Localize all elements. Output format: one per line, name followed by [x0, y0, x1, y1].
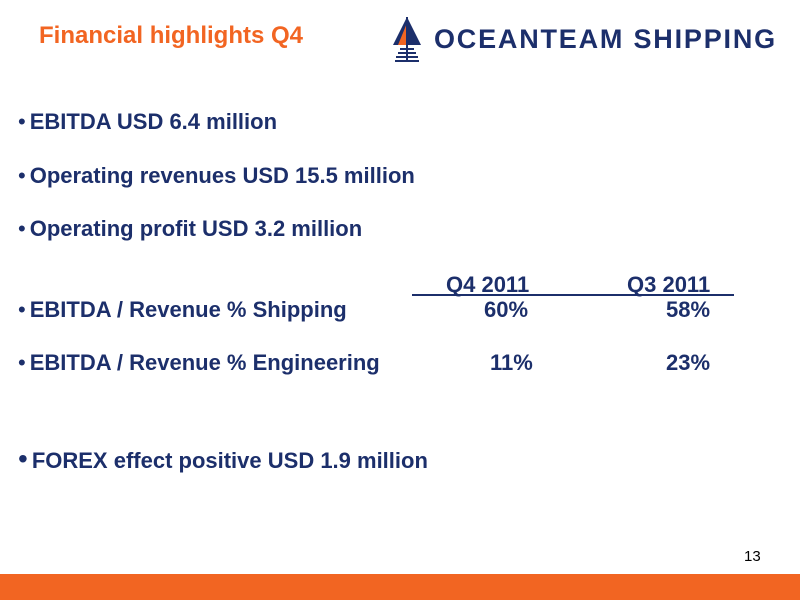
bullet-revenues: • Operating revenues USD 15.5 million — [18, 163, 415, 189]
bullet-text: EBITDA USD 6.4 million — [29, 109, 278, 134]
bullet-dot: • — [18, 297, 26, 322]
row-shipping-label: • EBITDA / Revenue % Shipping — [18, 297, 347, 323]
logo-text: OCEANTEAM SHIPPING — [434, 23, 777, 54]
bullet-text: FOREX effect positive USD 1.9 million — [31, 448, 428, 473]
bullet-dot: • — [18, 163, 26, 188]
bullet-text: Operating profit USD 3.2 million — [29, 216, 363, 241]
page-number: 13 — [744, 548, 761, 565]
bullet-operating-profit: • Operating profit USD 3.2 million — [18, 216, 362, 242]
bullet-text: Operating revenues USD 15.5 million — [29, 163, 415, 188]
engineering-q3-value: 23% — [666, 350, 711, 375]
column-header-q4-2011: Q4 2011 — [446, 272, 530, 297]
bullet-dot: • — [18, 109, 26, 134]
footer-bar — [0, 574, 800, 600]
shipping-q4-value: 60% — [484, 297, 529, 322]
page-title: Financial highlights Q4 — [39, 22, 304, 49]
row-engineering-label: • EBITDA / Revenue % Engineering — [18, 350, 380, 376]
ship-sail-icon — [393, 17, 421, 62]
bullet-forex: • FOREX effect positive USD 1.9 million — [18, 443, 428, 475]
row-label: EBITDA / Revenue % Engineering — [29, 350, 380, 375]
shipping-q3-value: 58% — [666, 297, 711, 322]
bullet-dot: • — [18, 216, 26, 241]
row-label: EBITDA / Revenue % Shipping — [29, 297, 347, 322]
company-logo: OCEANTEAM SHIPPING — [390, 14, 777, 64]
column-header-q3-2011: Q3 2011 — [627, 272, 711, 297]
bullet-dot: • — [18, 350, 26, 375]
bullet-dot: • — [18, 443, 28, 474]
bullet-ebitda: • EBITDA USD 6.4 million — [18, 109, 277, 135]
engineering-q4-value: 11% — [490, 350, 533, 375]
column-header-underline — [412, 294, 734, 296]
